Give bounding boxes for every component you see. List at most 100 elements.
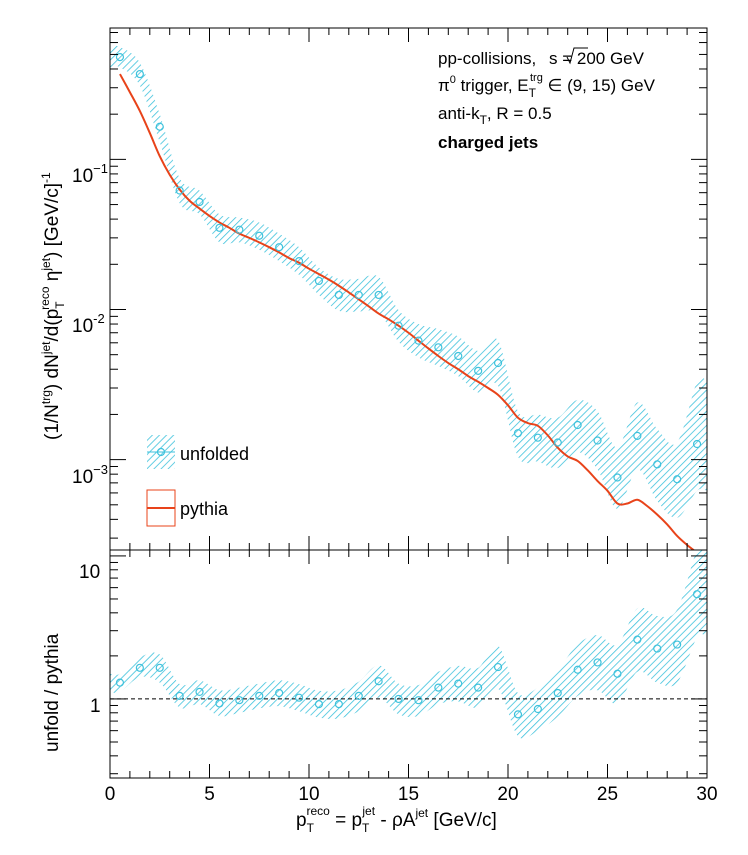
x-tick-label: 30 [696,784,717,805]
bottom-axis-ticks [109,550,708,778]
x-tick-label: 15 [398,784,419,805]
unfolded-point [135,69,144,79]
unfolded-point [633,431,642,440]
ratio-point [414,696,423,705]
sqrt-symbol [566,47,588,65]
unfolded-point [513,429,523,438]
unfolded-point [474,366,483,375]
x-tick-label: 5 [204,784,215,805]
ratio-point [115,678,125,687]
ratio-point [235,696,244,705]
unfolded-point [115,52,125,62]
unfolded-point [175,186,184,195]
ratio-point [553,688,562,698]
y-tick-label-1e-3: 10−3 [72,462,108,488]
unfolded-point [593,436,602,445]
ratio-markers [115,590,702,719]
bottom-frame [109,549,708,779]
ratio-point [434,683,443,692]
annotation-block: pp-collisions, s = 200 GeV π0 trigger, E… [438,47,656,152]
ratio-point [334,700,343,709]
annotation-collisions: pp-collisions, s = 200 GeV [438,49,645,68]
x-axis-title: pTreco = pTjet - ρAjet [GeV/c] [296,804,497,835]
unfolded-point [553,438,562,447]
unfolded-band-area [110,45,707,518]
ratio-point [195,687,204,696]
annotation-charged-jets: charged jets [438,133,538,152]
x-tick-label: 20 [497,784,518,805]
ratio-point [633,635,642,644]
unfolded-point [255,231,264,240]
x-tick-label: 10 [298,784,319,805]
ratio-point [454,679,463,688]
unfolded-point [195,197,204,207]
ratio-point [653,644,662,653]
ratio-point [673,640,682,649]
unfolded-point [533,433,542,442]
ratio-point [275,688,284,698]
legend-marker-unfolded [156,447,166,457]
ratio-y-axis-title: unfold / pythia [42,633,63,752]
pythia-line [119,73,696,550]
unfolded-point [692,439,702,449]
legend-entry-pythia[interactable]: pythia [146,489,229,527]
ratio-point [374,677,383,686]
unfolded-point [314,276,324,286]
ratio-point [314,700,324,709]
unfolded-point [573,420,582,430]
unfolded-point [374,290,383,300]
ratio-point [593,658,602,667]
ratio-point [533,704,542,714]
unfolded-point [394,321,403,330]
pythia-curve [119,73,696,550]
annotation-trigger: π0 trigger, ETtrg ∈ (9, 15) GeV [438,72,656,100]
unfolded-point [454,351,463,361]
unfolded-point [294,257,304,266]
legend[interactable]: unfolded pythia [146,435,249,527]
ratio-point [135,663,144,672]
ratio-point [155,663,164,672]
legend-entry-unfolded[interactable]: unfolded [147,435,249,469]
y-tick-label-1e-1: 10−1 [72,161,108,187]
legend-label-unfolded: unfolded [180,444,249,464]
ratio-point [175,691,184,701]
ratio-point [394,694,403,704]
ratio-band-area [110,550,707,739]
unfolded-point [275,243,284,252]
ratio-point [354,691,363,701]
ratio-point [573,665,582,674]
ratio-point [215,699,224,708]
ratio-y-tick-label-1: 1 [90,696,101,717]
ratio-uncertainty-band [110,550,707,739]
spectrum-panel: 10−1 10-2 10−3 (1/Ntrg) dNjet/d(pTreco η… [38,27,708,551]
ratio-point [294,693,304,702]
ratio-panel: 10 1 unfold / pythia 0 5 10 15 20 25 30 pTreco… [42,549,718,835]
x-tick-label: 25 [597,784,618,805]
unfolded-point [235,225,244,234]
x-tick-labels: 0 5 10 15 20 25 30 [105,784,718,805]
unfolded-point [653,460,662,469]
ratio-point [613,669,622,678]
unfolded-point [613,473,622,482]
unfolded-point [354,290,363,300]
unfolded-point [155,122,164,131]
unfolded-point [414,336,423,345]
ratio-point [493,662,503,672]
ratio-point [692,590,702,599]
ratio-point [255,691,264,701]
unfolded-point [215,223,224,232]
unfolded-point [493,358,503,368]
ratio-y-tick-label-10: 10 [79,562,100,583]
unfolded-uncertainty-band [110,45,707,518]
annotation-algorithm: anti-kT, R = 0.5 [438,104,552,127]
x-tick-label: 0 [105,784,116,805]
legend-label-pythia: pythia [180,499,229,519]
unfolded-point [434,343,443,352]
ratio-point [513,710,523,719]
top-y-axis-title: (1/Ntrg) dNjet/d(pTreco ηjet) [GeV/c]-1 [38,172,67,440]
ratio-point [474,683,483,692]
unfolded-markers [115,52,702,484]
y-tick-label-1e-2: 10-2 [72,311,105,337]
unfolded-point [673,475,682,484]
